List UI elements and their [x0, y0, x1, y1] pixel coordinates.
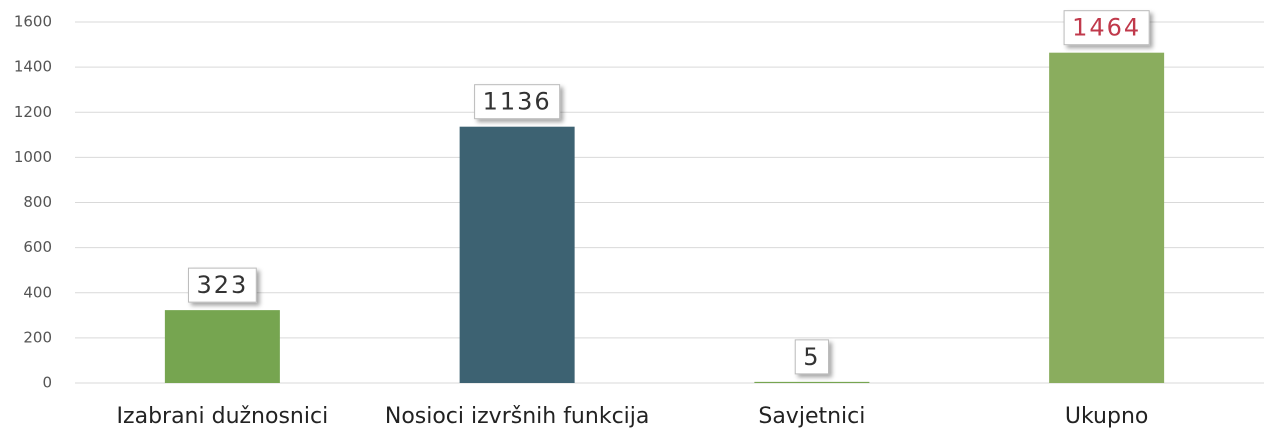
y-tick-label: 800: [23, 193, 52, 211]
x-tick-label: Savjetnici: [758, 404, 865, 429]
x-tick-label: Ukupno: [1065, 404, 1148, 429]
value-label: 323: [196, 271, 248, 299]
x-tick-label: Nosioci izvršnih funkcija: [385, 404, 650, 429]
bar: [164, 310, 280, 383]
value-label: 1136: [483, 88, 552, 116]
value-label: 5: [803, 343, 820, 371]
y-tick-label: 1600: [14, 13, 52, 31]
value-label-box: [187, 267, 257, 303]
y-tick-label: 1000: [14, 148, 52, 166]
y-tick-label: 200: [23, 328, 52, 346]
bar: [754, 381, 870, 383]
y-tick-label: 1400: [14, 58, 52, 76]
x-tick-label: Izabrani dužnosnici: [117, 404, 329, 429]
value-label-box: [1063, 10, 1150, 46]
value-label-box: [474, 84, 561, 120]
value-label-box: [794, 339, 830, 375]
y-tick-label: 400: [23, 283, 52, 301]
y-tick-label: 0: [42, 374, 52, 392]
value-label: 1464: [1072, 14, 1141, 42]
bar: [459, 126, 575, 383]
y-tick-label: 1200: [14, 103, 52, 121]
bar: [1049, 52, 1165, 384]
y-tick-label: 600: [23, 238, 52, 256]
